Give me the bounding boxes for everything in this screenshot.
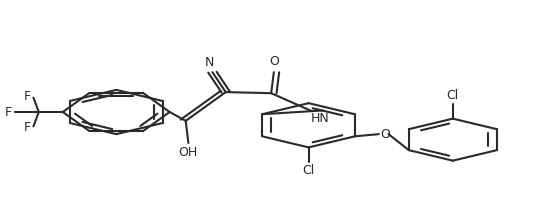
Text: O: O — [380, 128, 390, 141]
Text: OH: OH — [179, 146, 198, 159]
Text: Cl: Cl — [447, 89, 459, 102]
Text: F: F — [24, 90, 31, 103]
Text: Cl: Cl — [302, 164, 315, 177]
Text: O: O — [269, 55, 279, 68]
Text: HN: HN — [311, 112, 330, 125]
Text: N: N — [205, 56, 214, 69]
Text: F: F — [24, 121, 31, 134]
Text: F: F — [5, 106, 12, 118]
